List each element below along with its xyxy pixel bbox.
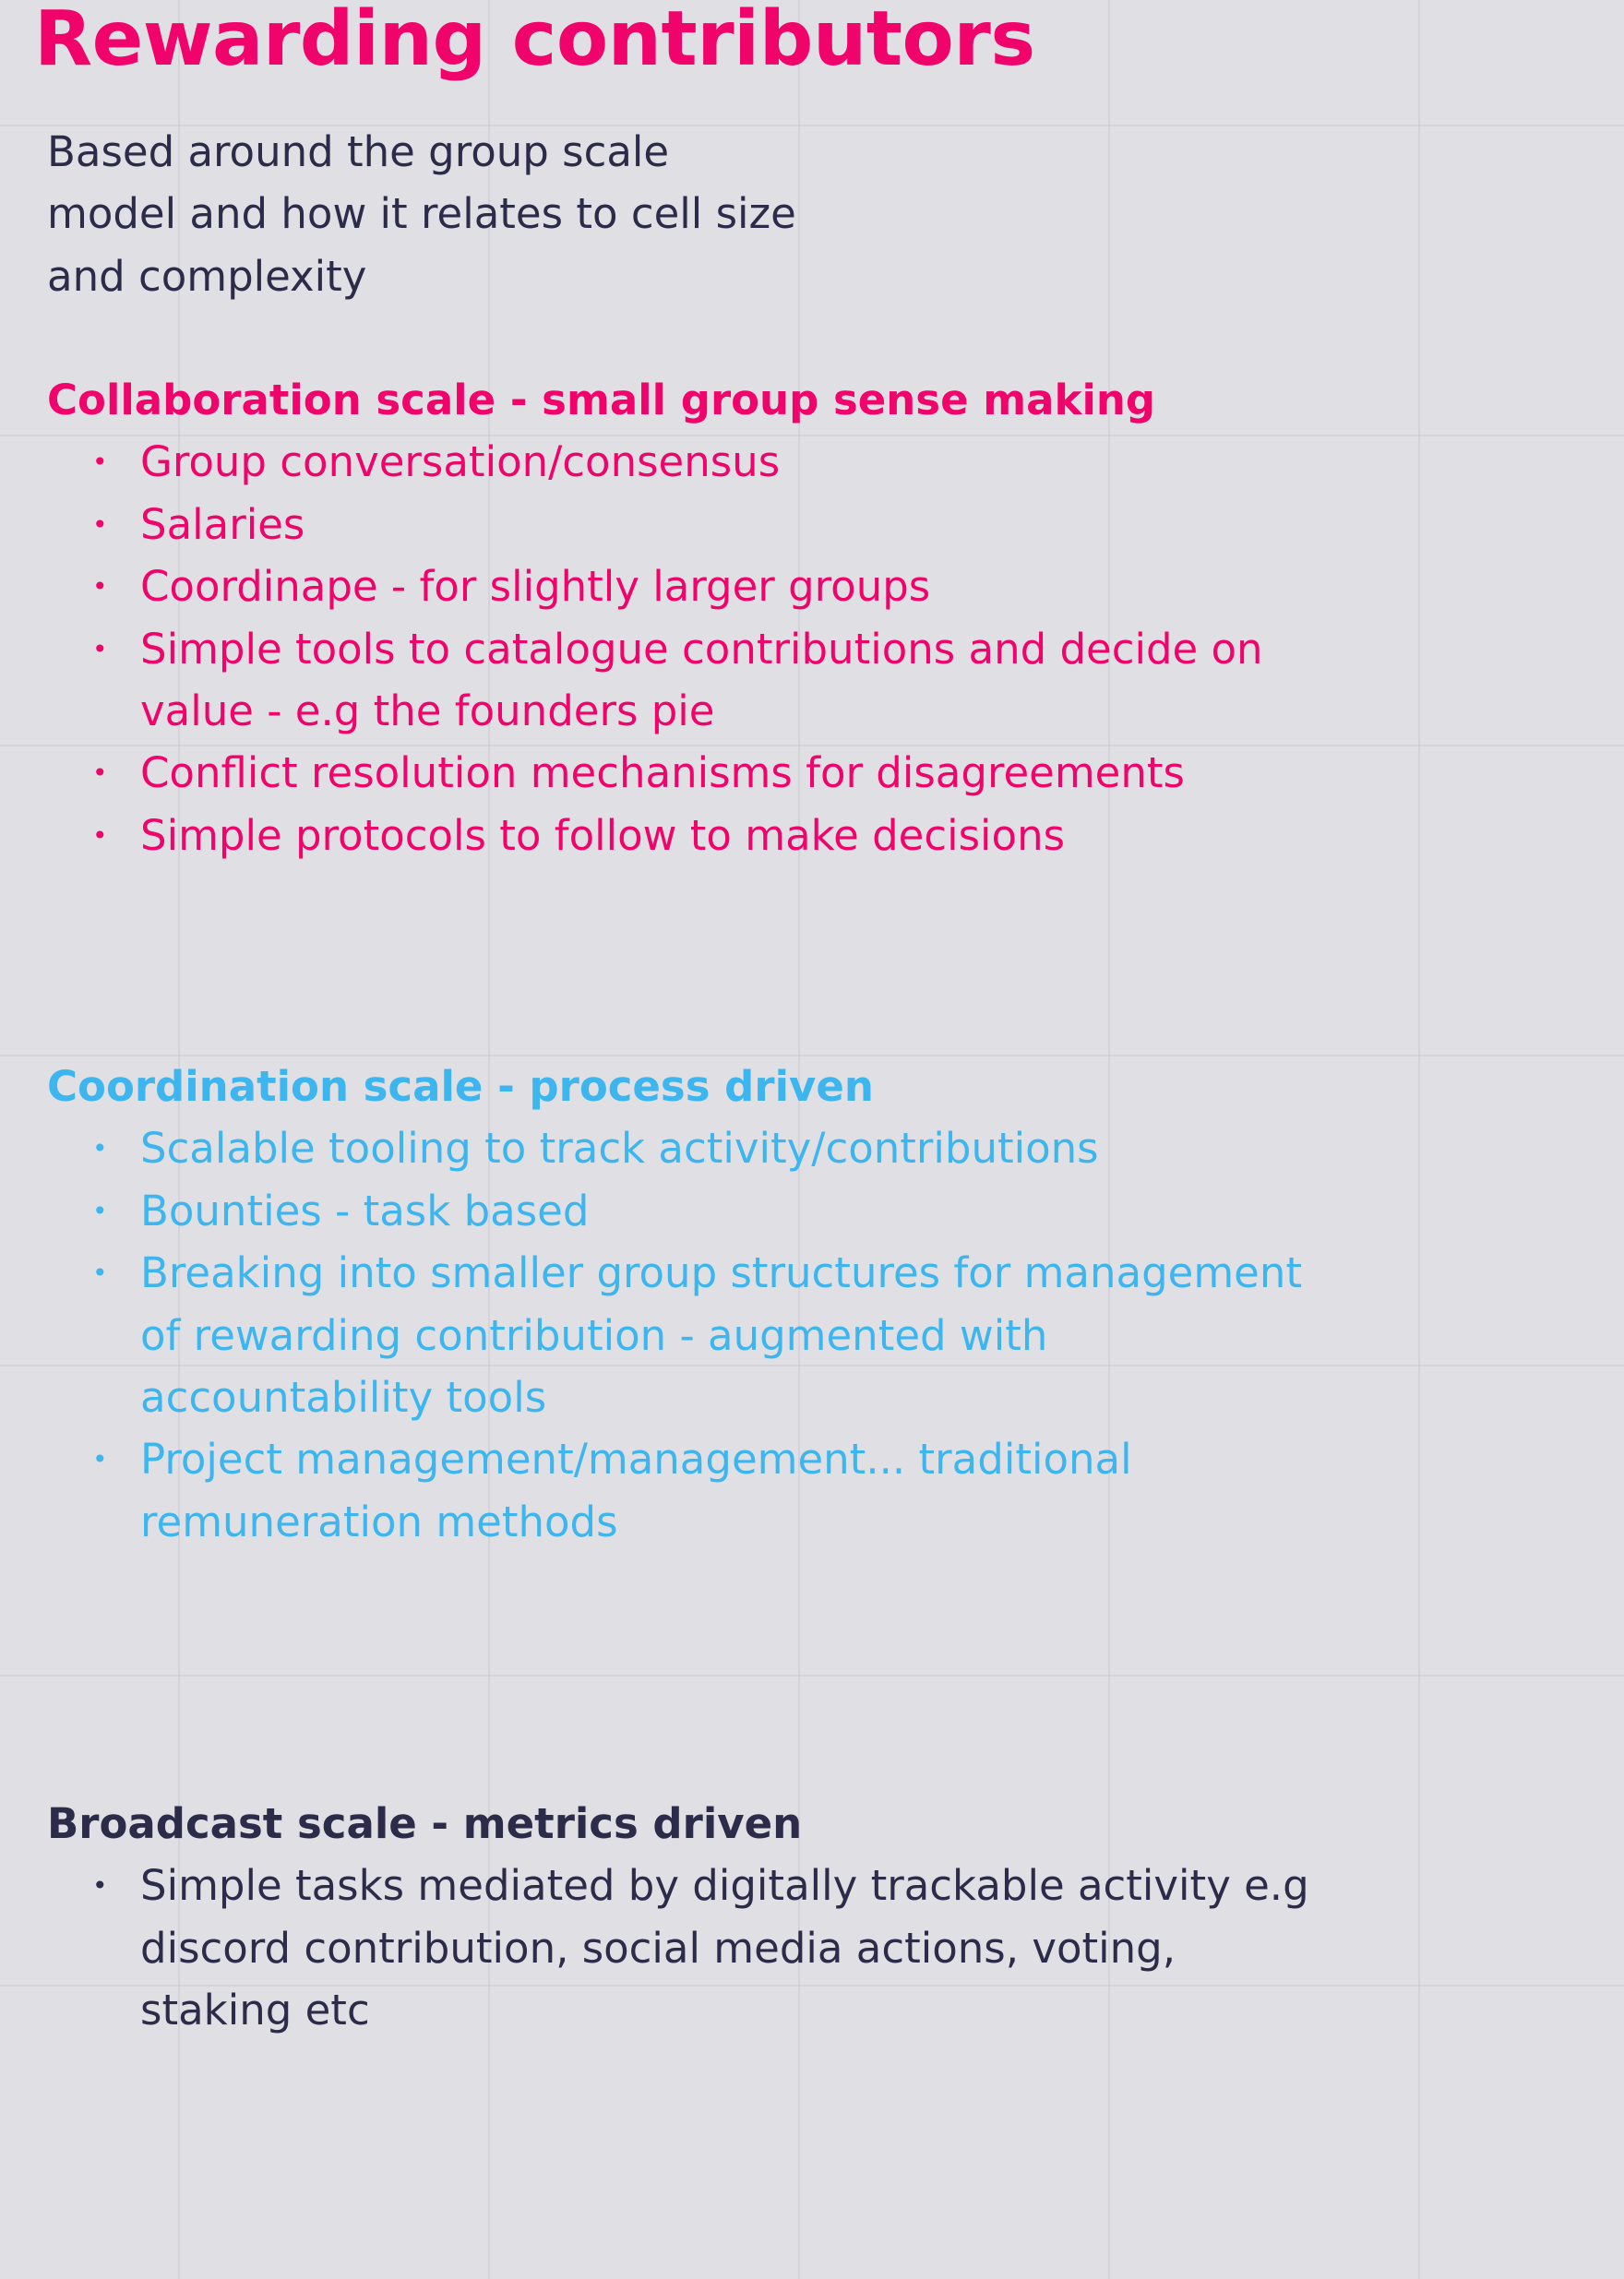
list-item-text: Simple tools to catalogue contributions … (140, 624, 1263, 736)
bullet-icon: • (92, 633, 108, 664)
page-title: Rewarding contributors (34, 0, 1035, 83)
list-item-text: Simple tasks mediated by digitally track… (140, 1861, 1309, 2035)
coordination-list: • Scalable tooling to track activity/cont… (47, 1117, 1340, 1553)
list-item: • Simple tasks mediated by digitally trac… (92, 1855, 1340, 2041)
list-item-text: Conflict resolution mechanisms for disag… (140, 748, 1185, 798)
bullet-icon: • (92, 571, 108, 603)
bullet-icon: • (92, 1444, 108, 1475)
list-item: • Simple protocols to follow to make deci… (92, 805, 1340, 866)
bullet-icon: • (92, 1258, 108, 1289)
section-heading-coordination: Coordination scale - process driven (47, 1062, 874, 1111)
list-item: • Conflict resolution mechanisms for disa… (92, 742, 1340, 804)
list-item: • Salaries (92, 494, 1340, 555)
broadcast-section: Broadcast scale - metrics driven • Simple… (47, 1793, 1340, 2042)
list-item-text: Simple protocols to follow to make decis… (140, 810, 1066, 860)
section-heading-collaboration: Collaboration scale - small group sense … (47, 376, 1156, 424)
bullet-icon: • (92, 447, 108, 478)
list-item-text: Breaking into smaller group structures f… (140, 1248, 1303, 1423)
intro-text: Based around the group scale model and h… (47, 127, 796, 301)
list-item-text: Scalable tooling to track activity/contr… (140, 1124, 1099, 1174)
list-item: • Simple tools to catalogue contributions… (92, 618, 1340, 743)
section-heading-broadcast: Broadcast scale - metrics driven (47, 1799, 803, 1848)
bullet-icon: • (92, 758, 108, 789)
collaboration-section: Collaboration scale - small group sense … (47, 369, 1340, 866)
bullet-icon: • (92, 508, 108, 540)
broadcast-list: • Simple tasks mediated by digitally trac… (47, 1855, 1340, 2041)
list-item-text: Bounties - task based (140, 1186, 590, 1235)
list-item-text: Group conversation/consensus (140, 437, 781, 487)
list-item-text: Salaries (140, 499, 305, 549)
bullet-icon: • (92, 1133, 108, 1164)
list-item: • Group conversation/consensus (92, 431, 1340, 493)
list-item: • Breaking into smaller group structures … (92, 1242, 1340, 1428)
list-item: • Scalable tooling to track activity/cont… (92, 1117, 1340, 1179)
list-item-text: Coordinape - for slightly larger groups (140, 562, 931, 612)
list-item: • Bounties - task based (92, 1180, 1340, 1242)
bullet-icon: • (92, 1870, 108, 1902)
list-item-text: Project management/management... traditi… (140, 1435, 1132, 1546)
list-item: • Coordinape - for slightly larger groups (92, 555, 1340, 617)
collaboration-list: • Group conversation/consensus • Salaries … (47, 431, 1340, 866)
bullet-icon: • (92, 819, 108, 851)
list-item: • Project management/management... tradit… (92, 1428, 1340, 1553)
bullet-icon: • (92, 1195, 108, 1226)
coordination-section: Coordination scale - process driven • Sca… (47, 1056, 1340, 1553)
